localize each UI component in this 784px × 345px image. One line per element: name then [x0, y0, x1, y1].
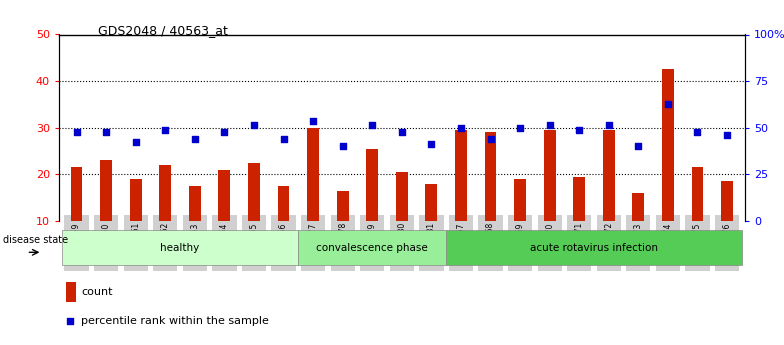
Point	[485, 137, 497, 142]
Bar	[633, 193, 644, 221]
Point	[543, 122, 556, 128]
Bar	[573, 177, 585, 221]
Point	[514, 125, 526, 130]
Bar	[189, 186, 201, 221]
Text: count: count	[82, 287, 113, 297]
Text: acute rotavirus infection: acute rotavirus infection	[530, 243, 658, 253]
Point	[336, 144, 349, 149]
Bar	[366, 149, 378, 221]
Bar	[691, 167, 703, 221]
Point	[129, 139, 142, 144]
Point	[603, 122, 615, 128]
Point	[691, 129, 704, 135]
Bar	[514, 179, 526, 221]
Point	[502, 146, 514, 152]
Bar	[426, 184, 437, 221]
Bar	[100, 160, 112, 221]
Bar	[446, 230, 742, 265]
Bar	[396, 172, 408, 221]
Bar	[71, 167, 82, 221]
Point	[278, 137, 290, 142]
Text: convalescence phase: convalescence phase	[317, 243, 428, 253]
Bar	[485, 132, 496, 221]
Bar	[278, 186, 289, 221]
Bar	[130, 179, 142, 221]
Bar	[62, 230, 298, 265]
Point	[100, 129, 112, 135]
Point	[159, 127, 172, 133]
Text: GDS2048 / 40563_at: GDS2048 / 40563_at	[98, 24, 228, 37]
Point	[720, 132, 733, 137]
Bar	[603, 130, 615, 221]
Bar	[455, 130, 466, 221]
Bar	[337, 190, 349, 221]
Bar	[662, 69, 673, 221]
Text: percentile rank within the sample: percentile rank within the sample	[82, 316, 270, 326]
Point	[425, 141, 437, 147]
Point	[188, 137, 201, 142]
Point	[366, 122, 379, 128]
Text: healthy: healthy	[161, 243, 200, 253]
Bar	[66, 282, 76, 302]
Point	[662, 101, 674, 107]
Point	[632, 144, 644, 149]
Point	[71, 129, 83, 135]
Point	[248, 122, 260, 128]
Point	[307, 118, 319, 124]
Bar	[159, 165, 171, 221]
Text: disease state: disease state	[3, 235, 68, 245]
Point	[455, 125, 467, 130]
Point	[218, 129, 230, 135]
Bar	[298, 230, 446, 265]
Point	[573, 127, 586, 133]
Bar	[219, 169, 230, 221]
Bar	[248, 162, 260, 221]
Bar	[544, 130, 556, 221]
Point	[395, 129, 408, 135]
Bar	[307, 128, 319, 221]
Bar	[721, 181, 733, 221]
